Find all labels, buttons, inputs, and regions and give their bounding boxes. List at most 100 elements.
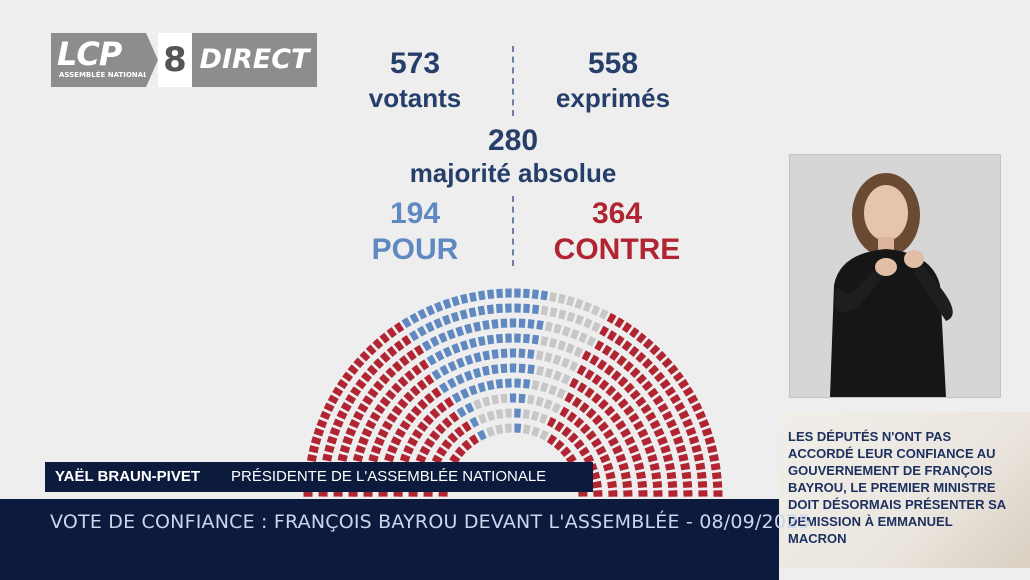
seat	[649, 344, 661, 356]
seat	[609, 349, 620, 361]
seat	[594, 340, 605, 352]
seat	[431, 369, 442, 381]
seat	[666, 419, 677, 429]
seat	[614, 317, 625, 329]
seat	[561, 326, 571, 337]
seat	[566, 311, 576, 323]
seat	[591, 392, 602, 404]
seat	[578, 446, 590, 457]
seat	[482, 350, 491, 361]
seat	[319, 410, 331, 421]
seat	[340, 401, 352, 412]
seat	[708, 453, 720, 462]
seat	[358, 436, 369, 446]
speaker-role: PRÉSIDENTE DE L'ASSEMBLÉE NATIONALE	[231, 468, 547, 485]
seat	[628, 345, 640, 357]
seat	[368, 453, 379, 463]
seat	[468, 337, 478, 349]
seat	[590, 304, 601, 316]
seat	[633, 462, 645, 471]
seat	[404, 412, 416, 424]
seat	[640, 403, 652, 415]
seat	[682, 386, 694, 397]
seat	[434, 350, 445, 362]
seat	[597, 421, 609, 432]
seat	[468, 384, 478, 396]
seat	[374, 403, 386, 415]
seat	[408, 330, 420, 342]
seat	[598, 308, 609, 320]
seat	[345, 393, 357, 405]
headline-banner: VOTE DE CONFIANCE : FRANÇOIS BAYROU DEVA…	[0, 499, 811, 548]
seat	[442, 298, 452, 310]
seat	[464, 354, 474, 366]
seat	[477, 429, 487, 441]
seat	[518, 393, 526, 404]
seat	[652, 481, 663, 488]
seat	[429, 430, 441, 441]
seat	[548, 384, 558, 396]
seat	[464, 323, 473, 334]
seat	[362, 395, 374, 406]
seat	[585, 430, 597, 441]
seat	[337, 453, 348, 462]
seat	[323, 402, 335, 413]
seat	[649, 462, 660, 471]
seat	[678, 410, 690, 420]
seat	[425, 304, 436, 316]
seat	[394, 427, 406, 438]
seat	[377, 428, 389, 439]
seat	[450, 311, 460, 323]
seat	[527, 319, 535, 329]
seat	[436, 402, 447, 414]
seat	[564, 392, 575, 404]
seat	[361, 427, 373, 438]
seat	[566, 295, 575, 307]
seat	[417, 308, 428, 320]
seat	[559, 406, 570, 418]
seat	[553, 370, 563, 382]
seat	[436, 446, 448, 457]
seat	[326, 435, 338, 445]
seat	[539, 413, 549, 424]
sign-language-interpreter-video	[789, 154, 1001, 398]
info-panel: LES DÉPUTÉS N'ONT PAS ACCORDÉ LEUR CONFI…	[779, 412, 1030, 568]
info-panel-text: LES DÉPUTÉS N'ONT PAS ACCORDÉ LEUR CONFI…	[788, 429, 1006, 546]
seat	[336, 410, 348, 420]
seat	[553, 439, 565, 451]
seat	[606, 330, 618, 342]
seat	[449, 453, 461, 465]
seat	[531, 426, 541, 438]
seat	[448, 411, 460, 423]
seat	[590, 437, 602, 448]
seat	[397, 398, 409, 409]
seat	[522, 333, 531, 344]
seat	[695, 462, 706, 471]
seat	[425, 321, 435, 333]
seat	[617, 376, 629, 388]
seat	[618, 462, 629, 471]
seat	[536, 320, 544, 331]
seat	[391, 382, 403, 394]
seat	[455, 326, 465, 337]
seat	[455, 373, 465, 385]
seat	[345, 427, 357, 437]
seat	[687, 394, 699, 405]
seat	[353, 357, 365, 369]
seat	[409, 385, 421, 397]
seat	[442, 346, 453, 358]
seat	[339, 444, 351, 454]
seat	[401, 317, 412, 329]
seat	[569, 377, 579, 389]
seat	[469, 416, 480, 428]
seat	[355, 444, 366, 454]
seat	[434, 301, 444, 313]
seat	[385, 389, 397, 401]
seat	[531, 334, 540, 345]
seat	[486, 334, 495, 345]
live-label: DIRECT	[192, 33, 317, 87]
seat	[636, 332, 647, 344]
seat	[464, 402, 475, 414]
seat	[393, 340, 405, 352]
seat	[531, 380, 540, 391]
